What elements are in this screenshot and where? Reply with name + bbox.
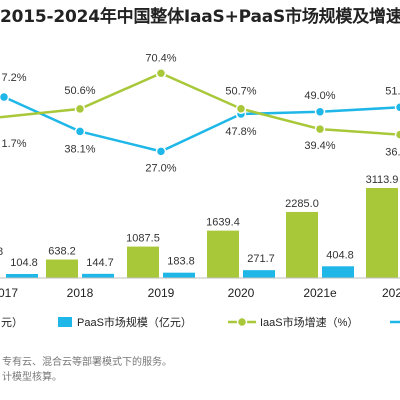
labels-layer: 8 638.2 1087.5 1639.4 2285.0 3113.9 104.8 144.7… [0, 52, 400, 269]
iaas-growth-line [0, 71, 400, 136]
iaas-bar-label-2020: 1639.4 [206, 217, 240, 229]
legend-swatch-paas-size [58, 317, 72, 327]
paas-growth-point-2019 [155, 146, 167, 157]
legend-label-paas-size: PaaS市场规模（亿元） [77, 315, 192, 329]
iaas-bar-label-2022e: 3113.9 [366, 174, 399, 186]
paas-growth-label-2020: 47.8% [225, 126, 256, 138]
iaas-bar-2019 [127, 246, 159, 278]
iaas-growth-point-2022e [394, 129, 400, 140]
iaas-growth-label-2022e: 36.3 [385, 147, 400, 159]
paas-growth-label-2019: 27.0% [145, 162, 176, 174]
iaas-bar-2018 [46, 259, 78, 278]
iaas-growth-label-2017: 1.7% [1, 138, 26, 150]
paas-bar-2020 [243, 270, 275, 278]
paas-growth-label-2018: 38.1% [64, 143, 95, 155]
paas-bar-label-2018: 144.7 [86, 257, 114, 269]
legend: 元） PaaS市场规模（亿元） IaaS市场增速（%） [1, 315, 400, 329]
paas-growth-label-2021e: 49.0% [304, 90, 335, 102]
paas-bar-label-2017: 104.8 [10, 257, 38, 269]
note-line-1: 专有云、混合云等部署模式下的服务。 [2, 357, 172, 368]
x-tick-labels: 017 2018 2019 2020 2021e 202 [0, 286, 400, 300]
paas-bar-label-2020: 271.7 [247, 253, 275, 265]
iaas-bar-2021e [286, 211, 318, 278]
iaas-bar-label-2021e: 2285.0 [285, 198, 319, 210]
iaas-bar-label-2018: 638.2 [48, 246, 76, 258]
iaas-bar-label-2019: 1087.5 [126, 233, 160, 245]
note-line-2: 计模型核算。 [2, 372, 62, 383]
x-tick-2017: 017 [0, 286, 18, 300]
paas-bar-2019 [163, 272, 195, 278]
iaas-growth-label-2019: 70.4% [145, 52, 176, 64]
x-tick-2021e: 2021e [303, 286, 337, 300]
paas-growth-point-2018 [74, 126, 86, 137]
bars-layer [6, 188, 398, 278]
lines-layer [0, 68, 400, 157]
iaas-bar-2022e [366, 188, 398, 278]
iaas-growth-point-2019 [155, 68, 167, 79]
legend-label-iaas-size: 元） [1, 316, 23, 329]
paas-bar-2018 [82, 273, 114, 278]
paas-bar-label-2021e: 404.8 [326, 249, 354, 261]
legend-swatch-iaas-growth-point [236, 316, 248, 328]
iaas-growth-label-2021e: 39.4% [304, 140, 335, 152]
x-tick-2022e: 202 [382, 286, 400, 300]
iaas-growth-label-2018: 50.6% [64, 85, 95, 97]
paas-growth-label-2022e: 51.5 [385, 85, 400, 97]
paas-bar-label-2019: 183.8 [167, 256, 195, 268]
iaas-growth-label-2020: 50.7% [225, 86, 256, 98]
paas-growth-label-2017: 7.2% [1, 72, 26, 84]
x-tick-2019: 2019 [148, 286, 175, 300]
paas-growth-point-2017 [0, 91, 10, 103]
iaas-bar-2020 [207, 230, 239, 278]
paas-growth-line [3, 95, 400, 153]
iaas-growth-point-2021e [314, 123, 326, 135]
paas-growth-point-2022e [394, 102, 400, 113]
x-tick-2018: 2018 [67, 286, 94, 300]
iaas-growth-point-2020 [235, 103, 247, 114]
paas-bar-2017 [6, 274, 38, 278]
chart-title: 2015-2024年中国整体IaaS+PaaS市场规模及增速 [0, 7, 400, 27]
iaas-growth-point-2018 [74, 103, 86, 115]
legend-label-iaas-growth: IaaS市场增速（%） [260, 315, 358, 329]
iaas-bar-label-2017: 8 [0, 246, 3, 258]
paas-growth-point-2021e [314, 106, 326, 118]
paas-bar-2021e [322, 266, 354, 278]
x-tick-2020: 2020 [228, 286, 255, 300]
